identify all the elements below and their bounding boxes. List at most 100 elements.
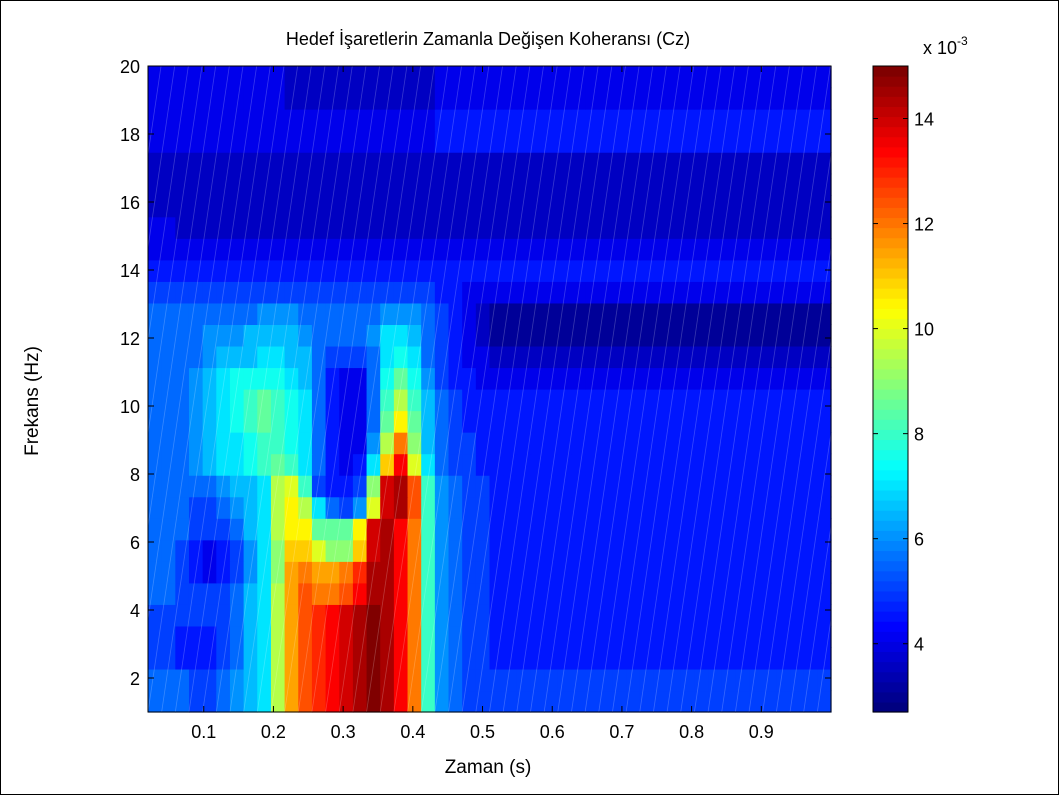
heatmap-cell	[339, 152, 354, 175]
colorbar-swatch	[873, 338, 908, 350]
heatmap-cell	[188, 668, 204, 692]
heatmap-cell	[790, 216, 805, 239]
heatmap-cell	[311, 87, 327, 110]
heatmap-cell	[229, 259, 245, 282]
heatmap-cell	[229, 216, 245, 239]
heatmap-cell	[598, 109, 614, 132]
heatmap-cell	[257, 668, 272, 692]
heatmap-cell	[721, 496, 736, 519]
chart-title: Hedef İşaretlerin Zamanla Değişen Kohera…	[286, 29, 690, 49]
heatmap-cell	[202, 281, 217, 304]
heatmap-cell	[735, 324, 750, 347]
heatmap-cell	[544, 302, 559, 325]
heatmap-cell	[694, 539, 709, 562]
heatmap-cell	[311, 195, 327, 218]
heatmap-cell	[803, 604, 818, 627]
hatch-line	[543, 66, 640, 712]
hatch-line	[407, 66, 503, 712]
heatmap-cell	[503, 432, 518, 455]
colorbar-tick-label: 8	[914, 425, 924, 445]
heatmap-cell	[612, 647, 627, 670]
heatmap-cell	[694, 668, 709, 692]
heatmap-cell	[626, 302, 641, 325]
heatmap-cell	[175, 561, 190, 584]
heatmap-cell	[202, 130, 217, 153]
heatmap-cell	[585, 518, 600, 541]
heatmap-cell	[776, 238, 791, 261]
heatmap-cell	[325, 259, 340, 282]
colorbar-swatch	[873, 126, 908, 138]
heatmap-cell	[516, 518, 532, 541]
heatmap-cell	[557, 302, 573, 325]
heatmap-cell	[735, 647, 750, 670]
hatch-line	[148, 66, 176, 251]
heatmap-cell	[188, 345, 204, 369]
heatmap-cell	[489, 66, 504, 89]
heatmap-cell	[298, 690, 313, 713]
heatmap-cell	[462, 281, 477, 304]
heatmap-cell	[462, 647, 477, 670]
x-tick-label: 0.6	[540, 722, 565, 742]
heatmap-cell	[639, 475, 655, 498]
heatmap-cell	[448, 367, 463, 390]
heatmap-cell	[243, 367, 258, 390]
heatmap-cell	[708, 647, 723, 670]
colorbar-swatch	[873, 671, 908, 683]
heatmap-cell	[407, 238, 422, 261]
heatmap-cell	[284, 259, 299, 282]
heatmap-cell	[229, 539, 245, 562]
heatmap-cell	[544, 216, 559, 239]
heatmap-cell	[434, 475, 450, 498]
heatmap-cell	[380, 410, 395, 433]
heatmap-cell	[776, 410, 791, 433]
heatmap-cell	[544, 109, 559, 132]
heatmap-cell	[229, 367, 245, 390]
heatmap-cell	[544, 582, 559, 605]
heatmap-cell	[284, 453, 299, 476]
heatmap-cell	[803, 324, 818, 347]
heatmap-cell	[598, 604, 614, 627]
heatmap-cell	[776, 173, 791, 196]
heatmap-cell	[175, 152, 190, 175]
heatmap-cell	[393, 539, 409, 562]
heatmap-cell	[298, 367, 313, 390]
hatch-line	[39, 66, 134, 712]
heatmap-cell	[626, 324, 641, 347]
heatmap-cell	[571, 259, 586, 282]
heatmap-cell	[243, 152, 258, 175]
heatmap-cell	[175, 453, 190, 476]
heatmap-cell	[790, 647, 805, 670]
heatmap-cell	[148, 259, 163, 282]
heatmap-cell	[462, 604, 477, 627]
heatmap-cell	[284, 87, 299, 110]
heatmap-cell	[284, 690, 299, 713]
heatmap-cell	[366, 259, 381, 282]
heatmap-cell	[175, 668, 190, 692]
hatch-line	[148, 66, 189, 344]
heatmap-cell	[188, 324, 204, 347]
heatmap-cell	[762, 518, 777, 541]
colorbar-swatch	[873, 146, 908, 158]
heatmap-cell	[243, 173, 258, 196]
heatmap-cell	[557, 152, 573, 175]
heatmap-cell	[339, 625, 354, 648]
heatmap-cell	[667, 152, 682, 175]
heatmap-cell	[749, 238, 764, 261]
heatmap-cell	[530, 66, 545, 89]
heatmap-cell	[216, 604, 231, 627]
heatmap-cell	[448, 259, 463, 282]
heatmap-cell	[325, 281, 340, 304]
heatmap-cell	[639, 152, 655, 175]
heatmap-cell	[339, 496, 354, 519]
heatmap-cell	[284, 496, 299, 519]
heatmap-cell	[311, 410, 327, 433]
heatmap-cell	[202, 410, 217, 433]
heatmap-cell	[407, 475, 422, 498]
heatmap-cell	[544, 668, 559, 692]
heatmap-cell	[776, 87, 791, 110]
heatmap-cell	[571, 453, 586, 476]
heatmap-cell	[721, 152, 736, 175]
heatmap-cell	[749, 324, 764, 347]
heatmap-cell	[612, 582, 627, 605]
